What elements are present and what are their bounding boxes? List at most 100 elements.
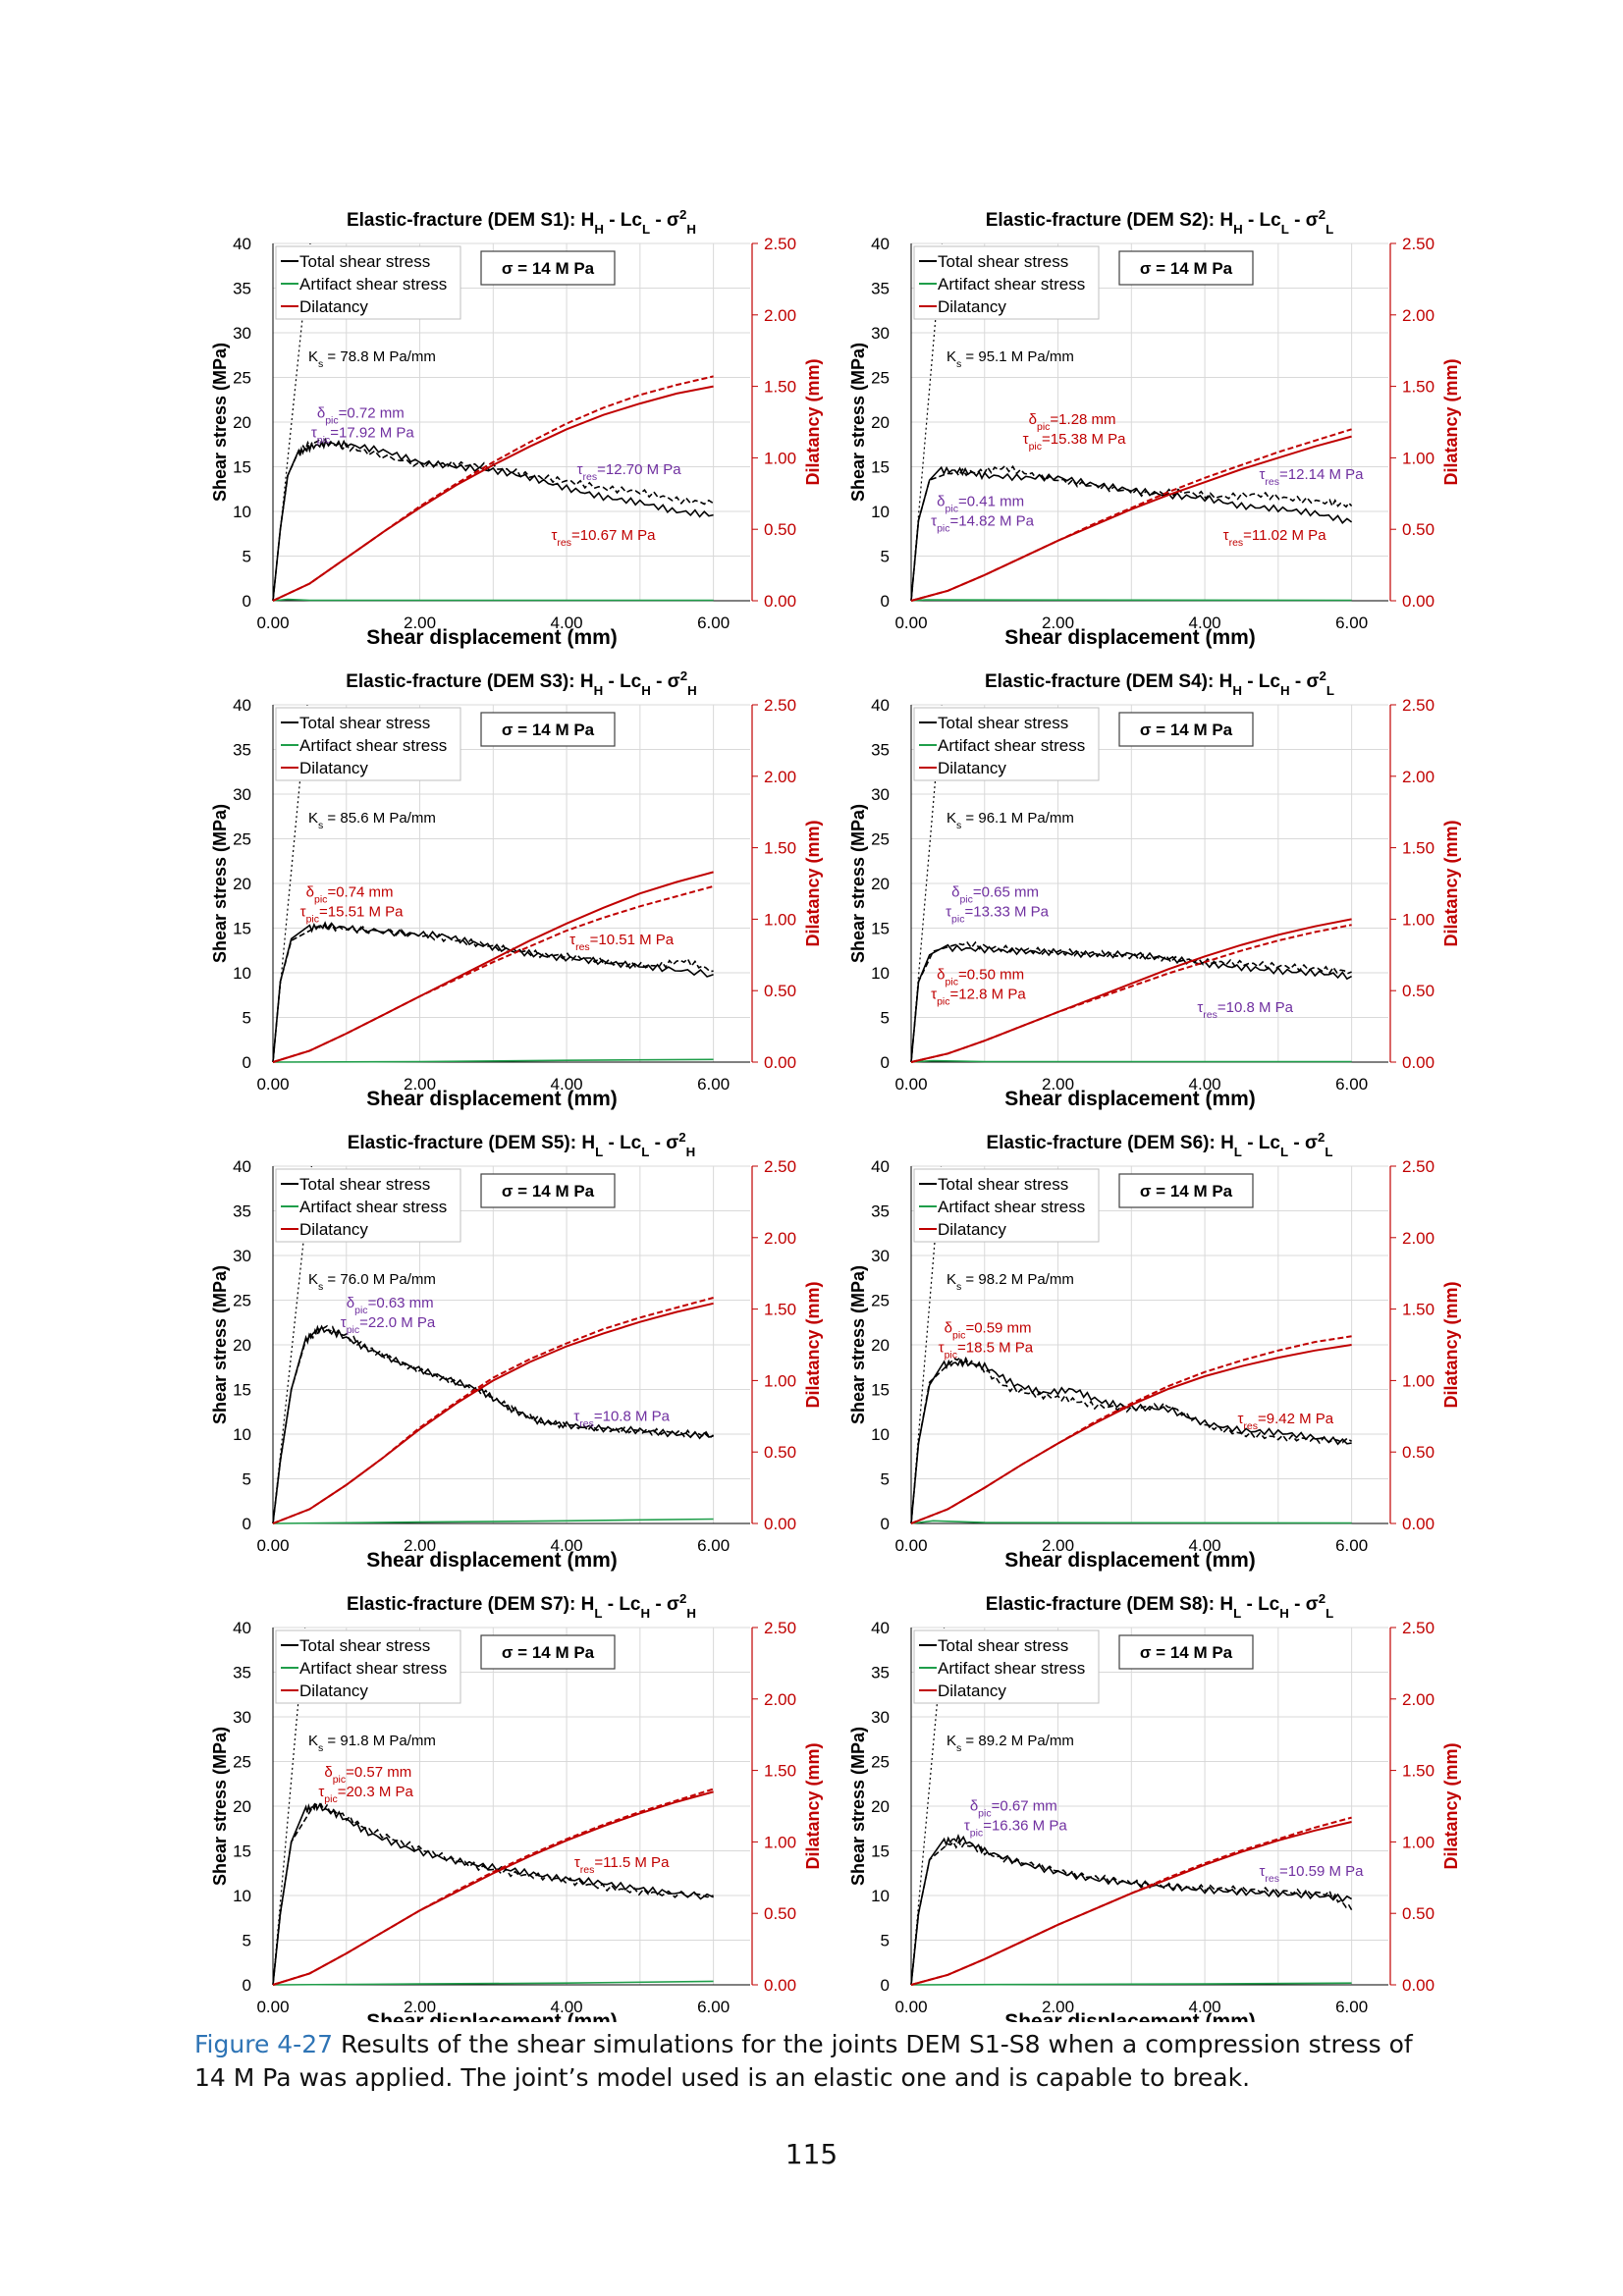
residual-annotation: τres=10.51 M Pa <box>569 932 675 953</box>
y-tick-label: 15 <box>871 458 890 477</box>
series-line <box>910 918 1352 1063</box>
series-line <box>272 1324 714 1524</box>
x-tick-label: 0.00 <box>894 1536 927 1555</box>
sigma-box-label: σ = 14 M Pa <box>502 1182 595 1201</box>
x-tick-label: 4.00 <box>1189 614 1221 632</box>
peak-annotation-tau: τpic=15.38 M Pa <box>1023 431 1127 453</box>
y-tick-label: 20 <box>871 413 890 432</box>
chart-title: Elastic-fracture (DEM S7): HL - LcH - σ2… <box>347 1591 696 1621</box>
x-tick-label: 6.00 <box>697 1998 730 2016</box>
y-tick-label: 5 <box>881 1932 890 1950</box>
y2-tick-label: 0.00 <box>1402 1515 1434 1533</box>
page-number: 115 <box>784 2138 839 2170</box>
chart-title: Elastic-fracture (DEM S4): HH - LcH - σ2… <box>985 668 1334 698</box>
y-tick-label: 35 <box>871 741 890 760</box>
y-tick-label: 5 <box>881 1470 890 1489</box>
series-line <box>272 884 714 1063</box>
x-tick-label: 0.00 <box>256 1998 289 2016</box>
residual-annotation: τres=10.8 M Pa <box>1197 999 1293 1021</box>
y-tick-label: 20 <box>871 1797 890 1816</box>
x-tick-label: 6.00 <box>697 1075 730 1094</box>
ks-annotation: Ks = 95.1 M Pa/mm <box>947 348 1074 370</box>
chart-panel-S2: 0 5 10 15 20 25 30 35 40 0.00 0.50 1.00 1.50 2.00 2.50… <box>848 207 1461 650</box>
y2-tick-label: 0.50 <box>764 1904 796 1923</box>
y-tick-label: 40 <box>871 1157 890 1176</box>
series-line <box>272 1297 714 1524</box>
y-axis-label: Shear stress (MPa) <box>848 1727 868 1886</box>
ks-annotation: Ks = 96.1 M Pa/mm <box>947 810 1074 831</box>
y-tick-label: 35 <box>871 1202 890 1221</box>
y2-tick-label: 1.00 <box>764 1833 796 1851</box>
series-line <box>910 940 1352 1063</box>
peak-annotation-delta: δpic=0.74 mm <box>306 884 394 906</box>
series-line <box>910 1834 1353 1986</box>
y-axis-label: Shear stress (MPa) <box>210 1265 230 1424</box>
y2-tick-label: 0.50 <box>1402 520 1434 539</box>
y2-tick-label: 1.00 <box>1402 449 1434 467</box>
y-tick-label: 25 <box>871 1292 890 1310</box>
y2-tick-label: 2.00 <box>1402 1229 1434 1248</box>
y-tick-label: 0 <box>881 1976 890 1995</box>
sigma-box-label: σ = 14 M Pa <box>1140 259 1233 278</box>
y2-tick-label: 0.50 <box>1402 1904 1434 1923</box>
legend-label: Dilatancy <box>299 297 368 316</box>
legend-label: Dilatancy <box>299 759 368 777</box>
y-tick-label: 0 <box>881 1515 890 1533</box>
ks-annotation: Ks = 85.6 M Pa/mm <box>308 810 436 831</box>
legend-label: Dilatancy <box>938 297 1006 316</box>
series-line <box>910 464 1353 602</box>
chart-title: Elastic-fracture (DEM S6): HL - LcL - σ2… <box>986 1130 1332 1159</box>
y2-tick-label: 1.50 <box>1402 378 1434 397</box>
chart-title: Elastic-fracture (DEM S1): HH - LcL - σ2… <box>347 207 696 237</box>
legend: Total shear stress Artifact shear stress D… <box>913 245 1100 320</box>
ks-annotation: Ks = 78.8 M Pa/mm <box>308 348 436 370</box>
y-tick-label: 0 <box>243 1976 251 1995</box>
y2-tick-label: 2.50 <box>1402 696 1434 715</box>
y2-tick-label: 0.00 <box>1402 592 1434 611</box>
legend-box <box>275 245 461 320</box>
x-tick-label: 0.00 <box>894 1075 927 1094</box>
peak-annotation-delta: δpic=0.63 mm <box>347 1295 434 1316</box>
x-tick-label: 2.00 <box>404 1075 436 1094</box>
series-line <box>272 1518 714 1524</box>
y2-tick-label: 0.50 <box>764 1443 796 1462</box>
y-tick-label: 30 <box>233 785 251 804</box>
y2-tick-label: 2.50 <box>1402 1619 1434 1637</box>
y-tick-label: 10 <box>233 1425 251 1444</box>
y-tick-label: 25 <box>871 369 890 388</box>
legend: Total shear stress Artifact shear stress D… <box>275 245 461 320</box>
y2-tick-label: 1.00 <box>764 910 796 929</box>
y-axis-label: Shear stress (MPa) <box>210 804 230 963</box>
chart-panel-S7: 0 5 10 15 20 25 30 35 40 0.00 0.50 1.00 1.50 2.00 2.50… <box>210 1591 823 2023</box>
peak2-annotation-tau: τpic=12.8 M Pa <box>931 986 1026 1007</box>
x-axis-label: Shear displacement (mm) <box>366 1088 618 1110</box>
x-tick-label: 4.00 <box>1189 1998 1221 2016</box>
series-line <box>910 599 1352 602</box>
x-tick-label: 4.00 <box>1189 1075 1221 1094</box>
ks-annotation: Ks = 98.2 M Pa/mm <box>947 1271 1074 1293</box>
y2-tick-label: 1.50 <box>764 1762 796 1781</box>
y2-axis-label: Dilatancy (mm) <box>1441 1281 1461 1408</box>
peak-annotation-tau: τpic=18.5 M Pa <box>939 1339 1034 1361</box>
legend: Total shear stress Artifact shear stress D… <box>913 1629 1100 1704</box>
y-tick-label: 40 <box>233 1619 251 1637</box>
x-axis-label: Shear displacement (mm) <box>1004 1088 1256 1110</box>
sigma-box <box>1118 1173 1254 1208</box>
y-tick-label: 20 <box>233 1336 251 1355</box>
legend-box <box>275 1168 461 1243</box>
x-tick-label: 2.00 <box>404 1998 436 2016</box>
x-tick-label: 6.00 <box>1335 614 1368 632</box>
peak-annotation-delta: δpic=0.57 mm <box>324 1764 411 1786</box>
y2-tick-label: 1.00 <box>1402 1833 1434 1851</box>
legend: Total shear stress Artifact shear stress D… <box>275 1168 461 1243</box>
residual-annotation: τres=11.02 M Pa <box>1223 527 1327 549</box>
ks-stiffness-line <box>272 1627 306 1986</box>
y2-tick-label: 1.00 <box>764 449 796 467</box>
peak2-annotation-delta: δpic=0.50 mm <box>937 966 1024 988</box>
legend-label: Artifact shear stress <box>299 1198 447 1216</box>
sigma-box-label: σ = 14 M Pa <box>502 259 595 278</box>
y-axis-label: Shear stress (MPa) <box>848 343 868 502</box>
series-line <box>910 1816 1352 1986</box>
residual-annotation: τres=12.70 M Pa <box>577 461 682 483</box>
x-tick-label: 2.00 <box>1042 1075 1074 1094</box>
